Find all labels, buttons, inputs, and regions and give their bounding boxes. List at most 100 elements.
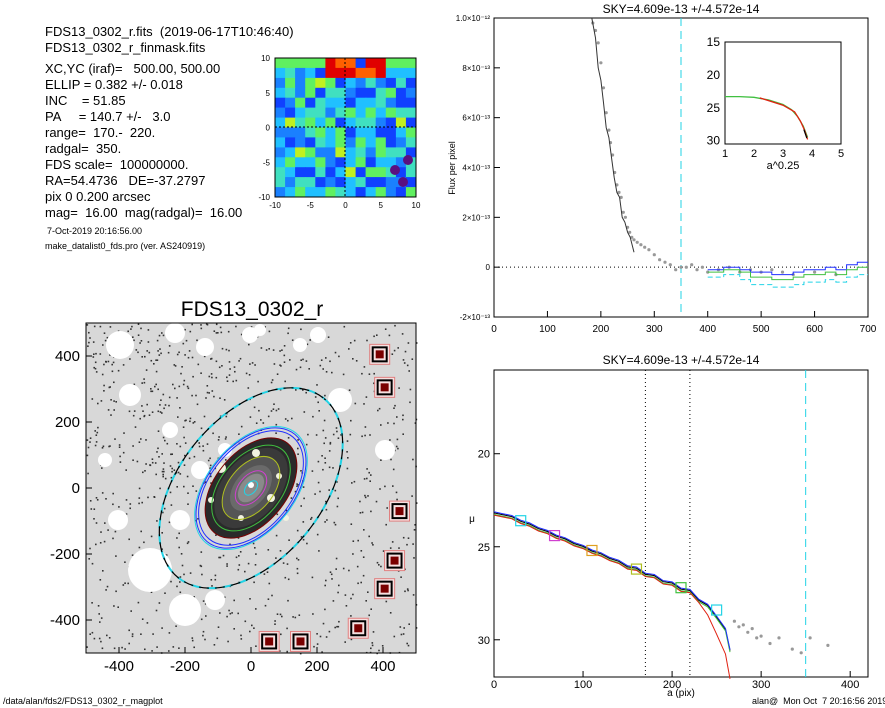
galaxy-image-noise-dot — [114, 438, 116, 440]
galaxy-image-noise-dot — [407, 537, 410, 539]
galaxy-image-noise-dot — [315, 434, 318, 436]
galaxy-image-noise-dot — [215, 467, 217, 470]
galaxy-image-noise-dot — [284, 380, 286, 383]
galaxy-image-noise-dot — [366, 339, 368, 342]
galaxy-image-noise-dot — [402, 414, 404, 417]
surface-brightness-ytick-label: 20 — [478, 449, 490, 461]
galaxy-image-mask-hole — [328, 388, 352, 412]
surface-brightness-profile-line — [493, 511, 731, 650]
galaxy-image-noise-dot — [322, 468, 324, 471]
galaxy-image-noise-dot — [249, 598, 251, 600]
sky-flux-point — [621, 210, 625, 214]
galaxy-image-noise-dot — [296, 572, 299, 575]
residual-map-cell — [315, 117, 326, 128]
galaxy-image-xtick-label: 0 — [247, 658, 255, 675]
residual-map-cell — [375, 137, 387, 148]
galaxy-image-noise-dot — [176, 397, 178, 399]
residual-map-cell — [395, 77, 407, 89]
galaxy-image-noise-dot — [118, 506, 120, 508]
galaxy-image-noise-dot — [270, 381, 273, 384]
masked-source-box — [371, 346, 388, 363]
galaxy-image-noise-dot — [110, 399, 112, 401]
galaxy-image-noise-dot — [361, 511, 364, 514]
surface-brightness-ytick-label: 25 — [478, 542, 490, 554]
galaxy-image-noise-dot — [157, 410, 160, 413]
galaxy-image-noise-dot — [297, 484, 299, 486]
galaxy-image-noise-dot — [87, 345, 89, 347]
surface-brightness-profile-line — [493, 514, 731, 679]
residual-map-cell — [285, 177, 296, 188]
surface-brightness-marker — [711, 604, 723, 616]
galaxy-image-noise-dot — [184, 354, 186, 356]
galaxy-image-noise-dot — [363, 529, 365, 531]
galaxy-image-noise-dot — [131, 633, 134, 635]
galaxy-image-noise-dot — [329, 443, 332, 445]
galaxy-image-noise-dot — [397, 347, 399, 349]
galaxy-image-noise-dot — [326, 519, 328, 521]
galaxy-image-noise-dot — [109, 326, 112, 328]
sky-flux-xtick-label: 500 — [753, 324, 770, 335]
galaxy-image-noise-dot — [88, 331, 90, 334]
galaxy-image-noise-dot — [393, 349, 396, 352]
galaxy-image-noise-dot — [286, 563, 289, 565]
galaxy-image-noise-dot — [143, 541, 145, 544]
inset-black-line — [803, 129, 808, 139]
galaxy-image-noise-dot — [316, 633, 318, 635]
galaxy-image-noise-dot — [204, 638, 206, 641]
galaxy-image-noise-dot — [200, 327, 203, 330]
masked-source-box — [350, 620, 367, 637]
galaxy-image-noise-dot — [168, 404, 170, 407]
galaxy-image-noise-dot — [86, 646, 88, 648]
galaxy-image-noise-dot — [240, 638, 243, 640]
galaxy-image-noise-dot — [264, 604, 267, 607]
galaxy-image-noise-dot — [162, 475, 164, 478]
sky-flux-point — [647, 248, 651, 252]
isophote-ellipse — [221, 456, 281, 520]
galaxy-image-noise-dot — [365, 396, 368, 398]
galaxy-image-noise-dot — [335, 427, 338, 429]
galaxy-image-noise-dot — [325, 508, 328, 511]
galaxy-image-noise-dot — [393, 407, 395, 409]
masked-source-core — [380, 584, 389, 593]
header-param-range: range= 170.- 220. — [45, 125, 156, 140]
residual-map-cell — [335, 58, 346, 69]
galaxy-image-noise-dot — [334, 489, 337, 492]
residual-map-ytick-label: 5 — [266, 89, 271, 98]
galaxy-image-noise-dot — [97, 605, 100, 607]
surface-brightness-marker — [548, 529, 561, 542]
galaxy-image-noise-dot — [155, 383, 157, 386]
residual-map-cell — [325, 147, 336, 158]
isophote-ellipse — [204, 437, 298, 539]
galaxy-image-noise-dot — [373, 372, 375, 375]
galaxy-image-noise-dot — [352, 358, 354, 360]
galaxy-image-noise-dot — [360, 550, 363, 552]
galaxy-image-noise-dot — [100, 617, 103, 619]
galaxy-image-noise-dot — [285, 509, 287, 512]
galaxy-image-noise-dot — [202, 634, 204, 637]
galaxy-image-noise-dot — [112, 361, 115, 364]
galaxy-image-noise-dot — [99, 325, 102, 328]
galaxy-image-noise-dot — [275, 409, 278, 412]
galaxy-image-noise-dot — [141, 405, 143, 407]
residual-map-cell — [355, 87, 367, 99]
galaxy-image-noise-dot — [305, 360, 308, 362]
galaxy-image-noise-dot — [153, 496, 156, 498]
galaxy-image-noise-dot — [189, 420, 191, 423]
galaxy-image-noise-dot — [211, 390, 214, 392]
galaxy-image-noise-dot — [168, 521, 171, 524]
galaxy-image-noise-dot — [164, 477, 167, 480]
galaxy-image-noise-dot — [316, 643, 319, 645]
galaxy-image-noise-dot — [160, 352, 162, 355]
galaxy-image-noise-dot — [94, 367, 97, 370]
galaxy-image-noise-dot — [279, 650, 281, 652]
galaxy-image-noise-dot — [193, 421, 196, 423]
galaxy-image-noise-dot — [93, 353, 95, 355]
galaxy-image-noise-dot — [413, 529, 416, 531]
galaxy-image-noise-dot — [342, 373, 345, 376]
sky-flux-xtick-label: 100 — [539, 324, 556, 335]
galaxy-image-noise-dot — [228, 349, 230, 352]
galaxy-image-noise-dot — [324, 608, 326, 611]
galaxy-image-noise-dot — [124, 648, 126, 650]
galaxy-image-noise-dot — [396, 416, 398, 418]
galaxy-image-noise-dot — [122, 364, 125, 366]
